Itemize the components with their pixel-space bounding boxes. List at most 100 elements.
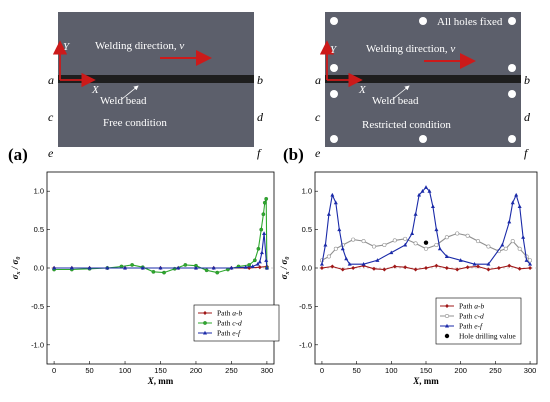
x-axis-title-var: X: [412, 376, 420, 386]
data-point: [434, 263, 439, 268]
legend-label-text: Path: [217, 309, 232, 318]
data-point: [264, 265, 269, 270]
y-title-num: σ: [10, 273, 20, 279]
chart-a: 0 50 100 150 200 250 300 -1.0 -0.5 0.0 0.5 1.0 X, mm…: [10, 171, 280, 386]
legend-marker: [445, 304, 449, 308]
x-tick-label: 100: [119, 366, 132, 375]
x-axis-title-var: X: [147, 376, 155, 386]
data-point: [427, 189, 432, 193]
corner-d-b: d: [524, 110, 531, 124]
y-tick-label: 0.5: [34, 225, 44, 234]
series-e-f: [319, 185, 533, 266]
hole: [508, 64, 516, 72]
x-tick-label: 150: [154, 366, 167, 375]
holes-note: All holes fixed: [437, 16, 503, 28]
data-point: [351, 266, 356, 270]
y-title-num-sub: x: [16, 272, 22, 276]
data-point: [351, 237, 356, 242]
legend-label: Path e-f: [217, 329, 241, 338]
data-point: [430, 204, 435, 209]
data-point: [517, 246, 522, 251]
y-title-den: σ: [10, 258, 20, 264]
data-point: [476, 239, 481, 244]
data-point: [455, 231, 460, 236]
data-point: [215, 270, 220, 275]
legend-label-path: a-b: [474, 302, 484, 311]
data-point: [193, 265, 198, 270]
y-axis-label-a: Y: [63, 41, 71, 53]
x-tick-label: 50: [85, 366, 93, 375]
data-point: [371, 244, 376, 249]
series-line: [321, 186, 531, 265]
weld-bead-text-a: Weld bead: [100, 95, 147, 107]
data-point: [255, 261, 260, 266]
data-point: [326, 254, 331, 259]
corner-d-a: d: [257, 110, 264, 124]
legend-marker: [203, 321, 207, 325]
legend-marker: [203, 311, 207, 315]
x-axis-title-unit: , mm: [419, 376, 439, 386]
series-line: [54, 198, 268, 274]
hole: [330, 90, 338, 98]
legend-marker: [444, 313, 449, 318]
data-point: [420, 189, 425, 193]
y-axis-label-b: Y: [330, 44, 338, 56]
data-point: [340, 246, 345, 251]
legend-label-text: Path: [217, 319, 232, 328]
y-tick-label: 0.5: [302, 225, 312, 234]
y-tick-label: -0.5: [31, 302, 44, 311]
y-title-den: σ: [279, 258, 289, 264]
data-point: [256, 246, 261, 251]
data-point: [472, 261, 477, 266]
hole: [330, 64, 338, 72]
data-point: [247, 263, 252, 267]
y-axis-title: σx / σ0: [10, 257, 22, 280]
data-point: [507, 219, 512, 224]
data-point: [413, 241, 418, 246]
data-point: [510, 200, 515, 205]
legend-label: Path a-b: [217, 309, 242, 318]
data-point: [486, 267, 491, 272]
corner-e-b: e: [315, 146, 321, 160]
data-point: [375, 258, 380, 262]
y-title-num-sub: x: [285, 272, 291, 276]
data-point: [87, 265, 92, 270]
data-point: [140, 265, 145, 270]
data-point: [123, 265, 128, 270]
data-point: [259, 227, 264, 232]
legend-label: Path c-d: [217, 319, 242, 328]
x-tick-label: 200: [454, 366, 467, 375]
data-point: [423, 246, 428, 251]
welding-direction-text-b: Welding direction, v: [366, 43, 455, 55]
y-title-slash: /: [10, 264, 20, 271]
legend-label-text: Path: [217, 329, 232, 338]
x-axis-title: X, mm: [412, 376, 439, 386]
legend-label: Path c-d: [459, 312, 484, 321]
legend-label: Hole drilling value: [459, 332, 516, 341]
data-point: [413, 212, 418, 216]
condition-text-a: Free condition: [103, 117, 167, 129]
x-axis-label-a: X: [91, 84, 100, 96]
y-title-slash: /: [279, 264, 289, 271]
x-tick-label: 300: [261, 366, 274, 375]
data-point: [330, 264, 335, 269]
data-point: [340, 267, 345, 272]
data-point: [510, 239, 515, 244]
y-title-den-sub: 0: [16, 257, 22, 260]
hole: [508, 17, 516, 25]
y-tick-label: 1.0: [34, 187, 44, 196]
legend-label-text: Hole drilling value: [459, 332, 516, 341]
data-point: [410, 231, 415, 235]
x-tick-label: 0: [52, 366, 56, 375]
x-tick-label: 200: [190, 366, 203, 375]
data-point: [333, 200, 338, 205]
data-point: [403, 242, 408, 247]
data-point: [503, 246, 508, 251]
legend-label-text: Path: [459, 302, 474, 311]
data-point: [252, 258, 257, 263]
x-tick-label: 100: [385, 366, 398, 375]
data-point: [514, 192, 519, 197]
legend-label-path: c-d: [474, 312, 484, 321]
